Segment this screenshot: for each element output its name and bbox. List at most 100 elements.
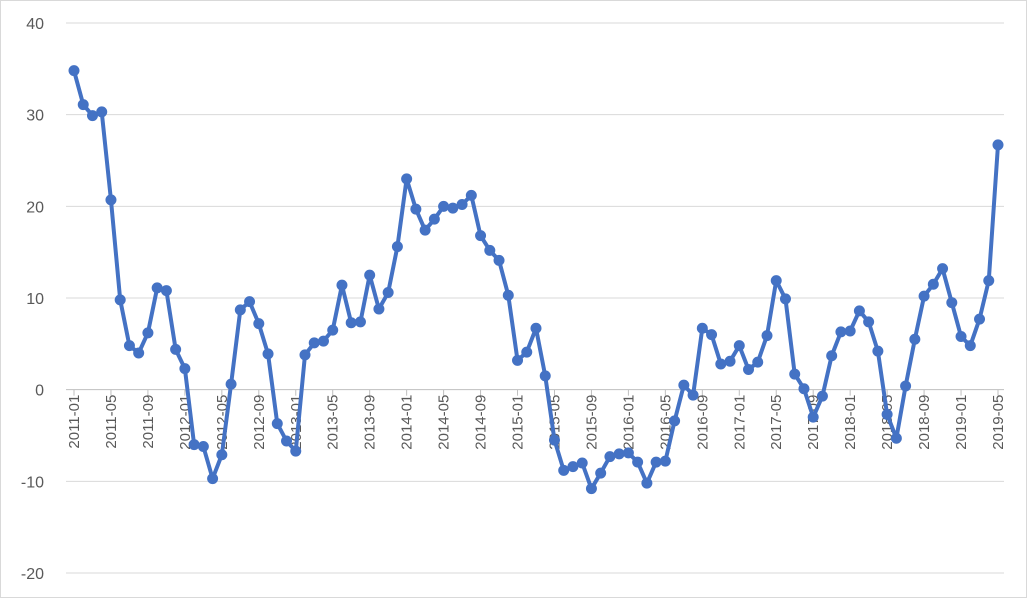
y-tick-label: -10 (21, 474, 44, 491)
data-point (151, 282, 163, 294)
data-point (798, 383, 810, 395)
data-point (317, 335, 329, 347)
series-line (72, 68, 1000, 491)
data-point (659, 455, 671, 467)
data-point (253, 318, 265, 330)
data-point (678, 379, 690, 391)
data-point (438, 200, 450, 212)
data-point (336, 279, 348, 291)
data-point (622, 447, 634, 459)
data-point (890, 432, 902, 444)
data-point (632, 456, 644, 468)
data-point (807, 411, 819, 423)
data-point (299, 349, 311, 361)
data-point (456, 199, 468, 210)
data-point (391, 241, 403, 253)
data-point (354, 316, 366, 328)
data-point (576, 457, 588, 469)
x-tick-label: 2011-05 (103, 395, 120, 449)
data-point (927, 278, 939, 290)
data-point (641, 477, 653, 489)
data-point (290, 445, 302, 457)
data-point (465, 189, 477, 201)
data-point (216, 449, 228, 461)
data-point (401, 173, 413, 185)
data-point (724, 355, 736, 367)
data-point (512, 354, 524, 366)
data-point (244, 296, 256, 308)
data-point (900, 380, 912, 392)
data-point (595, 467, 607, 479)
data-point (68, 65, 80, 77)
data-point (604, 451, 616, 463)
x-tick-label: 2019-05 (990, 395, 1007, 450)
x-tick-label: 2014-01 (399, 395, 416, 450)
data-point (484, 244, 496, 256)
data-point (114, 294, 126, 306)
data-point (170, 343, 182, 355)
data-point (872, 345, 884, 357)
data-point (964, 340, 976, 352)
x-tick-label: 2012-09 (251, 395, 268, 450)
data-point (262, 348, 274, 360)
data-point (761, 330, 773, 342)
data-point (733, 340, 745, 352)
x-tick-label: 2017-01 (731, 395, 748, 450)
data-point (475, 230, 487, 242)
x-tick-label: 2016-01 (620, 395, 637, 450)
data-point (715, 358, 727, 370)
data-point (382, 287, 394, 298)
x-tick-label: 2019-01 (953, 395, 970, 450)
data-point (816, 390, 828, 402)
data-point (706, 329, 718, 341)
data-point (373, 303, 385, 315)
data-point (271, 418, 283, 430)
data-point (105, 194, 117, 206)
data-point (650, 456, 662, 468)
data-point (752, 356, 764, 368)
data-point (789, 368, 801, 380)
x-tick-label: 2014-09 (473, 395, 490, 450)
data-point (585, 483, 597, 495)
y-tick-label: 20 (26, 199, 44, 216)
x-tick-label: 2018-01 (842, 395, 859, 450)
data-point (539, 370, 551, 382)
y-tick-label: 10 (26, 291, 44, 308)
data-point (281, 435, 293, 447)
data-point (179, 363, 191, 375)
data-point (853, 305, 865, 317)
data-point (345, 317, 357, 329)
x-tick-label: 2016-09 (694, 395, 711, 450)
y-tick-label: 40 (26, 16, 44, 33)
data-point (197, 441, 209, 452)
x-tick-label: 2014-05 (436, 395, 453, 450)
data-point (530, 322, 542, 334)
data-point (521, 346, 533, 358)
y-tick-label: 30 (26, 108, 44, 125)
data-point (327, 324, 339, 336)
data-point (419, 224, 431, 236)
x-tick-label: 2013-09 (362, 395, 379, 450)
data-point (613, 448, 625, 460)
data-point (502, 289, 514, 301)
data-point (77, 99, 89, 111)
data-point (410, 203, 422, 215)
data-point (696, 322, 708, 334)
y-tick-label: 0 (35, 383, 44, 400)
data-point (207, 473, 219, 485)
data-point (826, 350, 838, 362)
data-point (779, 293, 791, 305)
data-point (937, 263, 949, 275)
data-point (909, 333, 921, 345)
y-tick-label: -20 (21, 566, 44, 583)
data-point (234, 304, 246, 316)
data-point (687, 389, 699, 401)
data-point (447, 202, 459, 214)
data-point (86, 110, 98, 122)
data-point (974, 313, 986, 325)
x-tick-label: 2017-05 (768, 395, 785, 450)
data-point (188, 439, 200, 451)
data-point (96, 106, 108, 118)
x-tick-label: 2018-09 (916, 395, 933, 450)
